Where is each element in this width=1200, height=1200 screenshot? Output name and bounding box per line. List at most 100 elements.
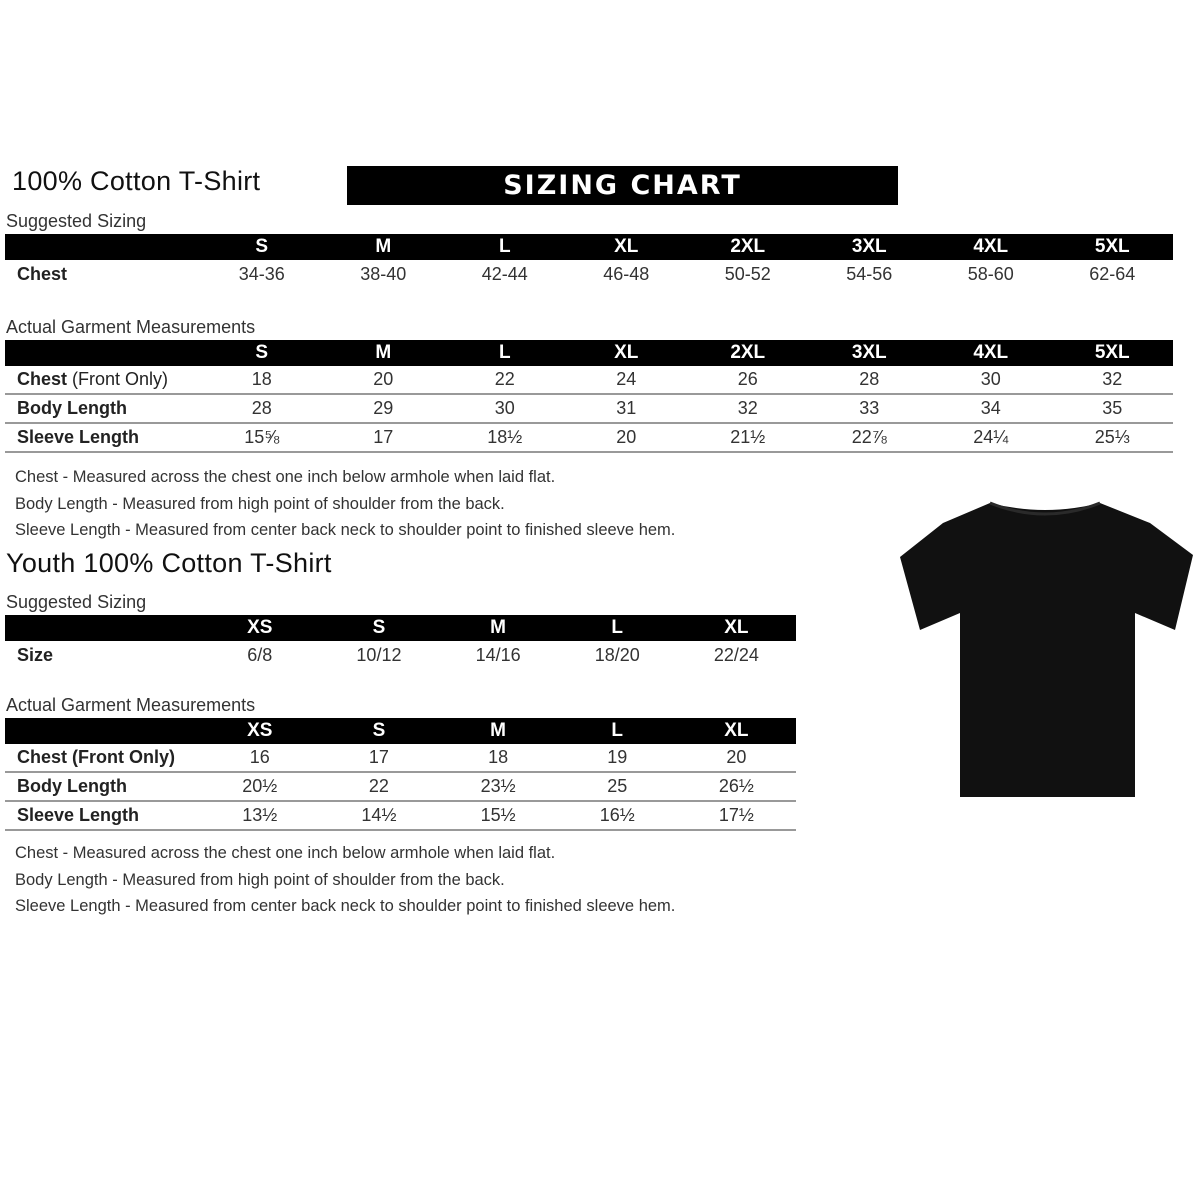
note-body: Body Length - Measured from high point o… — [15, 494, 505, 513]
cell: 18½ — [444, 423, 566, 453]
table-row: Chest (Front Only) 16 17 18 19 20 — [5, 744, 796, 773]
adult-suggested-table: S M L XL 2XL 3XL 4XL 5XL Chest 34-36 38-40 42-44 46-… — [5, 234, 1173, 288]
row-label: Chest — [17, 263, 68, 284]
cell: 22/24 — [713, 644, 759, 665]
row-label: Body Length — [5, 772, 201, 802]
row-label: Chest (Front Only) — [5, 744, 201, 773]
youth-title: Youth 100% Cotton T-Shirt — [6, 548, 332, 578]
size-header: L — [557, 615, 677, 641]
size-header: L — [444, 234, 566, 260]
cell: 54-56 — [846, 263, 893, 284]
cell: 13½ — [200, 801, 320, 831]
row-label: Chest (Front Only) — [5, 366, 201, 395]
size-header: 2XL — [687, 340, 809, 366]
size-header-row: XS S M L XL — [5, 615, 796, 641]
youth-suggested-table: XS S M L XL Size 6/8 10/12 14/16 18/20 22/24 — [5, 615, 796, 669]
cell: 31 — [565, 394, 687, 424]
table-row: Body Length 20½ 22 23½ 25 26½ — [5, 772, 796, 802]
note-chest: Chest - Measured across the chest one in… — [15, 844, 556, 862]
size-header: S — [319, 615, 439, 641]
row-label: Sleeve Length — [5, 423, 201, 453]
cell: 24 — [565, 366, 687, 395]
size-header: 5XL — [1051, 340, 1173, 366]
cell: 22 — [444, 366, 566, 395]
adult-suggested-label: Suggested Sizing — [6, 211, 147, 231]
cell: 25 — [557, 772, 677, 802]
table-row: Sleeve Length 13½ 14½ 15½ 16½ 17½ — [5, 801, 796, 831]
cell: 58-60 — [967, 263, 1014, 284]
cell: 15½ — [438, 801, 558, 831]
size-header: XL — [676, 718, 796, 744]
cell: 6/8 — [247, 644, 273, 665]
size-header: 3XL — [808, 340, 930, 366]
table-row: Chest 34-36 38-40 42-44 46-48 50-52 54-56 58-60… — [5, 260, 1173, 288]
adult-actual-label: Actual Garment Measurements — [6, 317, 256, 337]
cell: 16 — [200, 744, 320, 773]
cell: 35 — [1051, 394, 1173, 424]
tshirt-icon — [900, 501, 1193, 797]
row-label: Sleeve Length — [5, 801, 201, 831]
size-header-row: S M L XL 2XL 3XL 4XL 5XL — [5, 340, 1173, 366]
cell: 62-64 — [1089, 263, 1136, 284]
cell: 22 — [319, 772, 439, 802]
cell: 17½ — [676, 801, 796, 831]
size-header: XS — [200, 718, 320, 744]
cell: 29 — [322, 394, 444, 424]
cell: 14½ — [319, 801, 439, 831]
cell: 28 — [201, 394, 323, 424]
cell: 33 — [808, 394, 930, 424]
note-sleeve: Sleeve Length - Measured from center bac… — [15, 897, 676, 915]
cell: 46-48 — [603, 263, 650, 284]
size-header: XL — [565, 340, 687, 366]
cell: 25⅓ — [1051, 423, 1173, 453]
size-header: L — [557, 718, 677, 744]
size-header: M — [438, 615, 558, 641]
cell: 18 — [438, 744, 558, 773]
cell: 42-44 — [481, 263, 528, 284]
row-label: Body Length — [5, 394, 201, 424]
table-row: Chest (Front Only) 18 20 22 24 26 28 30 32 — [5, 366, 1173, 395]
cell: 18 — [201, 366, 323, 395]
cell: 26½ — [676, 772, 796, 802]
size-header: 3XL — [808, 234, 930, 260]
cell: 16½ — [557, 801, 677, 831]
size-header: S — [201, 234, 323, 260]
cell: 23½ — [438, 772, 558, 802]
adult-notes: Chest - Measured across the chest one in… — [15, 464, 675, 544]
cell: 20 — [676, 744, 796, 773]
sizing-chart-banner: SIZING CHART — [347, 166, 898, 205]
size-header: 4XL — [930, 340, 1052, 366]
cell: 18/20 — [594, 644, 640, 665]
cell: 30 — [444, 394, 566, 424]
size-header: M — [438, 718, 558, 744]
cell: 34-36 — [238, 263, 285, 284]
size-header: XL — [565, 234, 687, 260]
cell: 34 — [930, 394, 1052, 424]
cell: 21½ — [687, 423, 809, 453]
cell: 10/12 — [356, 644, 402, 665]
cell: 30 — [930, 366, 1052, 395]
label-extra: (Front Only) — [67, 369, 169, 389]
cell: 32 — [687, 394, 809, 424]
row-label: Size — [17, 644, 54, 665]
cell: 15⅝ — [201, 423, 323, 453]
cell: 20 — [322, 366, 444, 395]
cell: 38-40 — [360, 263, 407, 284]
youth-actual-table: XS S M L XL Chest (Front Only) 16 17 18 19 20 Body … — [5, 718, 796, 831]
cell: 19 — [557, 744, 677, 773]
cell: 26 — [687, 366, 809, 395]
cell: 17 — [319, 744, 439, 773]
size-header: XS — [200, 615, 320, 641]
cell: 24¼ — [930, 423, 1052, 453]
size-header: M — [322, 340, 444, 366]
cell: 50-52 — [724, 263, 771, 284]
youth-notes: Chest - Measured across the chest one in… — [15, 840, 675, 920]
cell: 14/16 — [475, 644, 521, 665]
adult-actual-table: S M L XL 2XL 3XL 4XL 5XL Chest (Front Only) 18 20 2… — [5, 340, 1173, 453]
size-header: M — [322, 234, 444, 260]
size-header-row: XS S M L XL — [5, 718, 796, 744]
youth-actual-label: Actual Garment Measurements — [6, 695, 256, 715]
note-body: Body Length - Measured from high point o… — [15, 870, 505, 889]
size-header-row: S M L XL 2XL 3XL 4XL 5XL — [5, 234, 1173, 260]
size-header: 2XL — [687, 234, 809, 260]
